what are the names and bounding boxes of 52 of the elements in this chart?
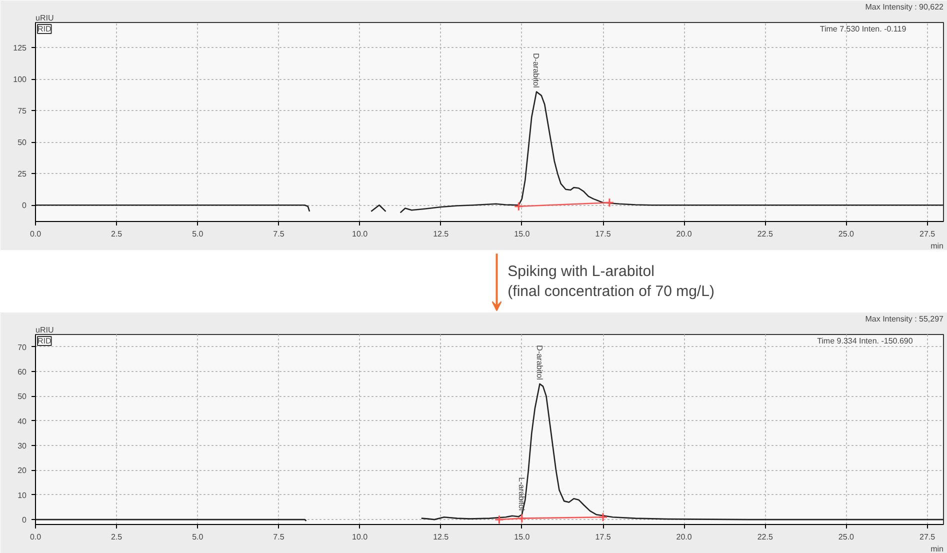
x-tick-label: 0.0 <box>30 532 42 542</box>
annotation: RID <box>38 336 52 346</box>
x-tick-label: 12.5 <box>433 230 450 238</box>
x-axis-title: min <box>930 242 944 250</box>
x-tick-label: 5.0 <box>192 230 204 238</box>
x-tick-label: 5.0 <box>192 532 204 542</box>
x-tick-label: 27.5 <box>920 532 936 542</box>
x-tick-label: 10.0 <box>352 230 368 238</box>
x-tick-label: 22.5 <box>757 230 774 238</box>
x-tick-label: 20.0 <box>676 532 692 542</box>
annotation: RID <box>38 24 52 34</box>
y-tick-label: 40 <box>18 416 28 426</box>
x-tick-label: 15.0 <box>514 532 530 542</box>
x-tick-label: 25.0 <box>838 230 855 238</box>
y-tick-label: 100 <box>13 75 28 84</box>
text: Max Intensity : 90,622 <box>865 2 944 12</box>
x-tick-label: 22.5 <box>757 532 774 542</box>
x-tick-label: 17.5 <box>595 230 612 238</box>
y-tick-label: 0 <box>22 201 28 210</box>
annotation: D-arabitol <box>532 53 541 88</box>
y-axis-title: uRIU <box>36 326 54 334</box>
annotation: Time 9.334 Inten. -150.690 <box>817 336 914 346</box>
x-tick-label: 27.5 <box>920 230 936 238</box>
y-tick-label: 75 <box>18 106 28 116</box>
x-tick-label: 7.5 <box>273 532 285 542</box>
y-tick-label: 50 <box>18 392 28 402</box>
x-axis-title: min <box>930 544 944 553</box>
y-tick-label: 10 <box>18 490 28 500</box>
y-tick-label: 25 <box>18 170 28 179</box>
x-tick-label: 7.5 <box>273 230 285 238</box>
annotation: L-arabitol <box>516 477 526 511</box>
x-tick-label: 2.5 <box>111 532 123 542</box>
y-tick-label: 70 <box>18 342 28 352</box>
x-tick-label: 15.0 <box>514 230 530 238</box>
y-tick-label: 0 <box>22 516 28 525</box>
x-tick-label: 2.5 <box>111 230 123 238</box>
annotation: Time 7.530 Inten. -0.119 <box>820 24 907 34</box>
y-axis-title: uRIU <box>36 14 54 22</box>
x-tick-label: 0.0 <box>30 230 42 238</box>
x-tick-label: 20.0 <box>676 230 692 238</box>
annotation: D-arabitol <box>534 345 544 380</box>
y-tick-label: 30 <box>18 442 28 451</box>
y-tick-label: 50 <box>18 138 28 148</box>
x-tick-label: 17.5 <box>595 532 612 542</box>
y-tick-label: 60 <box>18 368 28 377</box>
y-tick-label: 125 <box>13 44 28 53</box>
y-tick-label: 20 <box>18 466 28 476</box>
chart-subtitle: Spiking with L-arabitol (final concentration of 70 mg/L) <box>508 262 714 300</box>
x-tick-label: 12.5 <box>433 532 450 542</box>
x-tick-label: 25.0 <box>838 532 855 542</box>
x-tick-label: 10.0 <box>352 532 368 542</box>
text: Max Intensity : 55,297 <box>865 314 944 324</box>
